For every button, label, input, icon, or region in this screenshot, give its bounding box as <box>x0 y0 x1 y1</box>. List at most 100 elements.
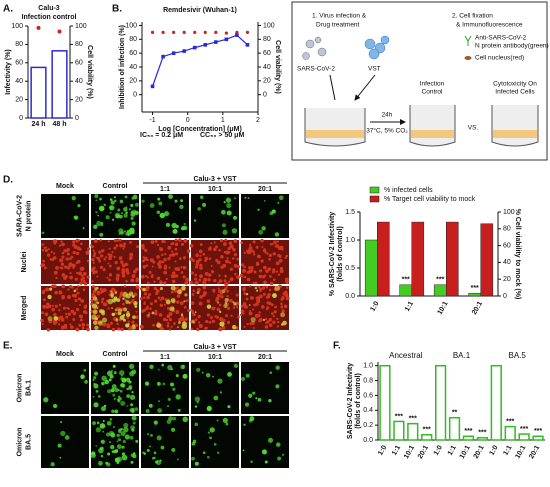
medium <box>411 130 454 138</box>
nucleus <box>65 312 68 316</box>
tick-label: 40 <box>75 78 83 85</box>
nucleus <box>101 297 105 301</box>
nucleus <box>216 260 221 265</box>
nucleus <box>150 240 155 245</box>
nucleus <box>207 273 212 277</box>
infected-cell <box>240 376 246 382</box>
nucleus <box>218 279 223 283</box>
nucleus <box>58 244 62 247</box>
infected-cell <box>134 210 139 216</box>
nucleus <box>53 270 58 275</box>
nucleus <box>271 312 274 316</box>
infected-cell <box>243 423 246 426</box>
diagram: 1. Virus infection & Drug treatment 2. C… <box>291 1 549 161</box>
nucleus <box>47 248 50 251</box>
infected-cell <box>183 222 186 226</box>
legend-text: N protein antibody(green) <box>475 43 549 50</box>
annotation: *** <box>471 285 479 292</box>
nucleus <box>98 250 102 254</box>
infected-cell <box>43 397 49 403</box>
nucleus <box>268 288 272 292</box>
infected-cell <box>82 227 85 230</box>
nucleus <box>254 281 258 285</box>
infected-cell <box>264 460 268 464</box>
nucleus <box>146 281 150 285</box>
infected-cell <box>110 432 116 438</box>
infected-cell <box>156 381 161 386</box>
infected-cell <box>103 203 106 207</box>
micrograph <box>89 238 140 284</box>
nucleus <box>255 302 259 306</box>
infected-cell <box>116 444 122 450</box>
infected-cell <box>111 450 115 453</box>
tick-label: 100 <box>11 23 23 30</box>
infected-cell <box>112 426 115 428</box>
annotation: *** <box>520 426 528 433</box>
nucleus <box>42 289 46 293</box>
infected-cell <box>269 371 273 375</box>
infected-cell <box>182 373 188 379</box>
nucleus <box>152 323 155 327</box>
point <box>57 29 62 34</box>
arrow <box>329 74 376 100</box>
infected-cell <box>181 364 185 368</box>
infected-cell <box>177 408 181 412</box>
nucleus <box>259 294 263 299</box>
nucleus <box>280 297 284 301</box>
cell-icons <box>364 35 390 60</box>
infected-cell <box>247 197 250 199</box>
nucleus <box>41 243 45 246</box>
nucleus <box>265 285 269 289</box>
tick-label: 40 <box>503 259 511 266</box>
infected-cell <box>153 420 158 425</box>
axis-title: Infectivity (%) <box>5 49 12 95</box>
infected-cell <box>225 422 229 426</box>
nucleus <box>90 298 94 303</box>
infected-cell <box>274 285 280 291</box>
infected-cell <box>257 208 260 211</box>
nucleus <box>121 270 125 275</box>
axis-title: % Cell viability to mock (%) <box>514 209 521 300</box>
nucleus <box>202 252 206 256</box>
infected-cell <box>53 403 58 409</box>
nucleus <box>284 290 288 295</box>
nucleus <box>114 261 118 265</box>
nucleus <box>120 327 124 332</box>
infected-cell <box>268 398 272 403</box>
nucleus <box>224 238 228 242</box>
bar <box>433 284 447 297</box>
point <box>150 30 155 34</box>
nucleus <box>131 320 135 324</box>
nucleus <box>236 306 239 309</box>
nucleus <box>280 305 284 309</box>
nucleus <box>262 265 267 270</box>
annotation: *** <box>464 428 472 435</box>
nucleus <box>107 253 110 256</box>
nucleus <box>154 309 158 313</box>
nucleus <box>121 273 126 278</box>
infected-cell <box>171 306 175 311</box>
infected-cell <box>114 387 119 393</box>
nucleus <box>172 279 176 284</box>
bar <box>364 239 378 297</box>
nucleus-icon <box>464 56 472 60</box>
nucleus <box>223 279 227 283</box>
group-header: Calu-3 + VST <box>194 176 238 183</box>
infected-cell <box>125 300 130 304</box>
nucleus <box>214 245 219 249</box>
infected-cell <box>130 460 134 464</box>
infected-cell <box>175 374 179 378</box>
infected-cell <box>172 230 175 234</box>
annotation: *** <box>506 418 514 425</box>
nucleus <box>204 326 208 330</box>
micrograph <box>191 362 239 414</box>
nucleus <box>229 298 233 303</box>
versus: VS. <box>468 125 479 132</box>
nucleus <box>163 257 167 262</box>
infected-cell <box>178 321 181 325</box>
nucleus <box>131 274 136 278</box>
infected-cell <box>130 210 134 214</box>
nucleus <box>183 305 187 309</box>
column-label: Control <box>103 183 128 190</box>
infected-cell <box>272 293 277 298</box>
